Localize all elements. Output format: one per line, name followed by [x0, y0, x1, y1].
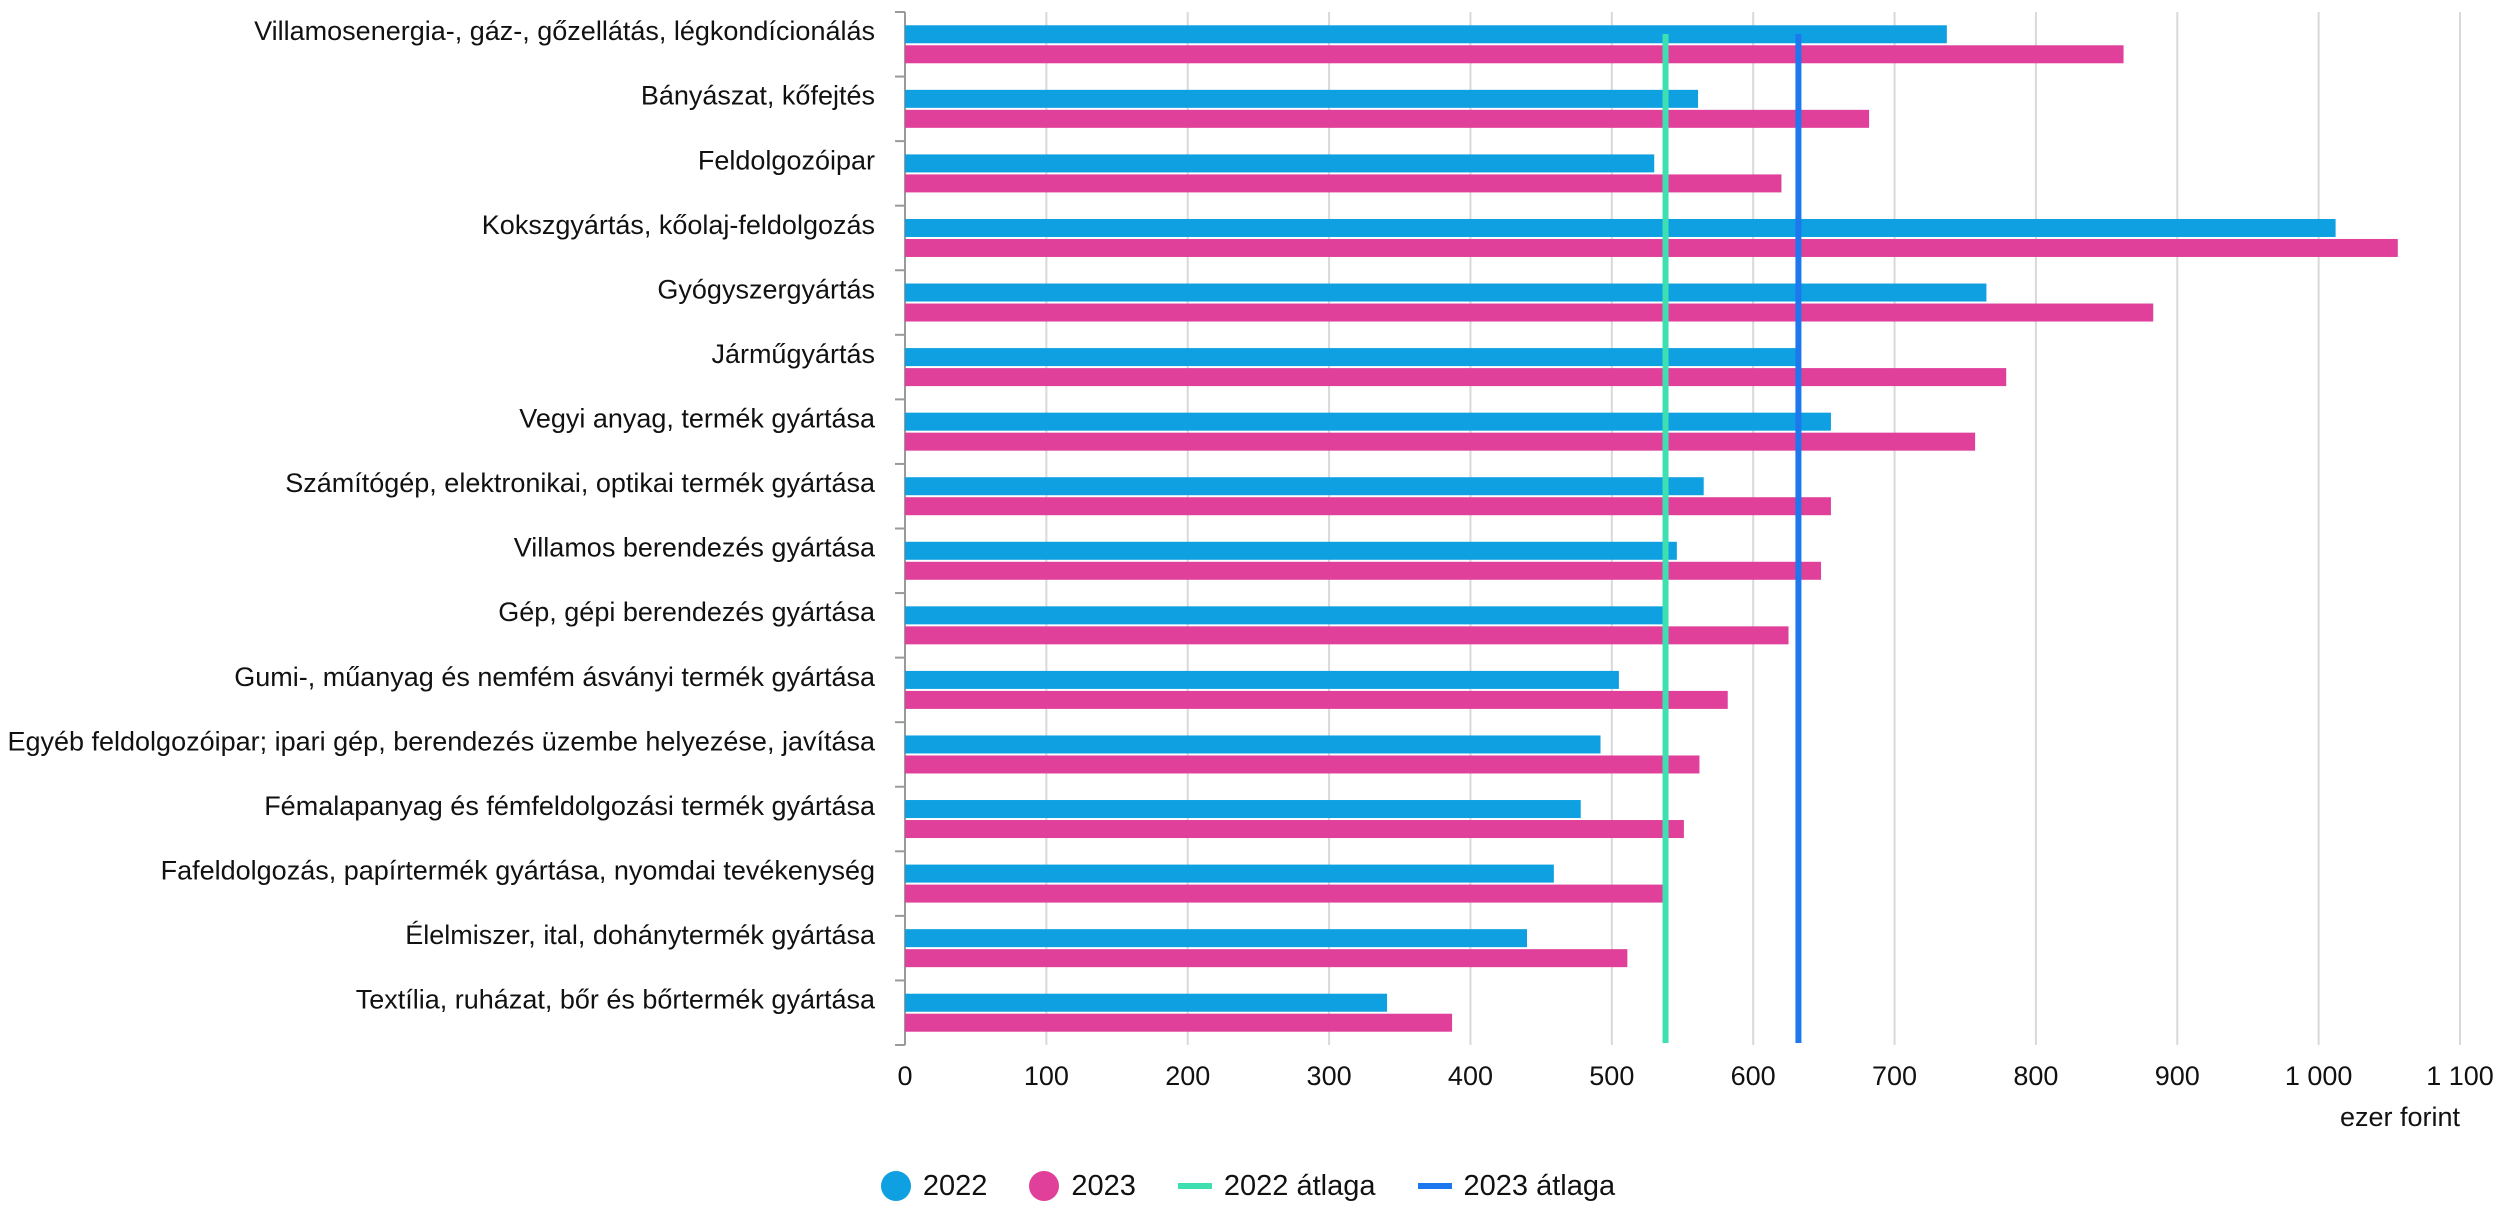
- bar-2022: [905, 670, 1619, 689]
- bar-2023: [905, 238, 2398, 257]
- bar-2022: [905, 800, 1581, 819]
- category-label: Egyéb feldolgozóipar; ipari gép, berende…: [7, 726, 876, 756]
- bar-2022: [905, 606, 1666, 625]
- legend-label-2022: 2022: [922, 1169, 988, 1202]
- bar-2022: [905, 864, 1554, 883]
- legend-swatch-2023-average: [1417, 1183, 1452, 1189]
- category-label: Járműgyártás: [711, 339, 875, 369]
- x-tick-label: 300: [1307, 1061, 1352, 1091]
- bar-2023: [905, 690, 1728, 709]
- bar-2023: [905, 174, 1782, 193]
- category-label: Kokszgyártás, kőolaj-feldolgozás: [482, 210, 875, 240]
- category-label: Fémalapanyag és fémfeldolgozási termék g…: [264, 791, 876, 821]
- legend-item-2023-average[interactable]: 2023 átlaga: [1417, 1169, 1616, 1203]
- category-label: Gép, gépi berendezés gyártása: [498, 597, 876, 627]
- bar-2022: [905, 25, 1947, 44]
- bar-2022: [905, 283, 1987, 302]
- category-label: Számítógép, elektronikai, optikai termék…: [285, 468, 876, 498]
- bar-2022: [905, 993, 1388, 1012]
- bar-2023: [905, 755, 1700, 774]
- bar-2022: [905, 541, 1677, 560]
- category-label: Feldolgozóipar: [698, 145, 875, 175]
- x-tick-label: 600: [1731, 1061, 1776, 1091]
- bar-2023: [905, 626, 1789, 645]
- bar-2023: [905, 303, 2154, 322]
- bar-2022: [905, 412, 1831, 431]
- legend-item-2022-average[interactable]: 2022 átlaga: [1177, 1169, 1376, 1203]
- x-tick-label: 200: [1165, 1061, 1210, 1091]
- bar-2023: [905, 884, 1663, 903]
- x-tick-label: 800: [2013, 1061, 2058, 1091]
- category-label: Gumi-, műanyag és nemfém ásványi termék …: [234, 662, 876, 692]
- bar-2023: [905, 820, 1684, 839]
- category-label: Gyógyszergyártás: [657, 274, 875, 304]
- legend-label-2023: 2023: [1071, 1169, 1136, 1202]
- bar-2023: [905, 45, 2124, 64]
- x-axis-title: ezer forint: [2340, 1102, 2461, 1132]
- legend-label-2023-average: 2023 átlaga: [1463, 1169, 1616, 1202]
- bar-2022: [905, 348, 1798, 367]
- bar-2022: [905, 477, 1704, 496]
- bar-2023: [905, 368, 2007, 387]
- bar-2022: [905, 154, 1655, 173]
- x-tick-label: 500: [1589, 1061, 1634, 1091]
- category-label: Villamos berendezés gyártása: [514, 533, 876, 563]
- x-tick-label: 900: [2155, 1061, 2200, 1091]
- bar-chart: Villamosenergia-, gáz-, gőzellátás, légk…: [7, 11, 2494, 1132]
- legend: 2022 2023 2022 átlaga 2023 átlaga: [0, 1164, 2496, 1208]
- legend-swatch-2022: [880, 1171, 911, 1201]
- bar-2023: [905, 949, 1628, 968]
- bar-2023: [905, 561, 1822, 580]
- legend-item-2022[interactable]: 2022: [880, 1169, 988, 1203]
- bar-2023: [905, 1013, 1453, 1032]
- legend-item-2023[interactable]: 2023: [1029, 1170, 1136, 1203]
- category-label: Bányászat, kőfejtés: [641, 81, 875, 111]
- category-label: Vegyi anyag, termék gyártása: [519, 404, 876, 434]
- x-tick-label: 700: [1872, 1061, 1917, 1091]
- legend-swatch-2022-average: [1177, 1183, 1212, 1189]
- category-label: Fafeldolgozás, papírtermék gyártása, nyo…: [161, 855, 875, 885]
- bar-2022: [905, 735, 1601, 754]
- category-label: Textília, ruházat, bőr és bőrtermék gyár…: [356, 985, 876, 1015]
- x-tick-label: 1 000: [2285, 1061, 2353, 1091]
- legend-label-2022-average: 2022 átlaga: [1223, 1169, 1376, 1202]
- legend-swatch-2023: [1029, 1171, 1060, 1201]
- bar-2022: [905, 218, 2336, 237]
- x-tick-label: 0: [897, 1061, 912, 1091]
- x-tick-label: 1 100: [2426, 1061, 2494, 1091]
- bar-2023: [905, 109, 1870, 128]
- bar-2022: [905, 89, 1699, 108]
- category-label: Villamosenergia-, gáz-, gőzellátás, légk…: [254, 16, 875, 46]
- x-tick-label: 100: [1024, 1061, 1069, 1091]
- bar-2023: [905, 497, 1831, 516]
- bar-2023: [905, 432, 1976, 451]
- bar-2022: [905, 929, 1527, 948]
- category-label: Élelmiszer, ital, dohánytermék gyártása: [405, 920, 876, 950]
- x-tick-label: 400: [1448, 1061, 1493, 1091]
